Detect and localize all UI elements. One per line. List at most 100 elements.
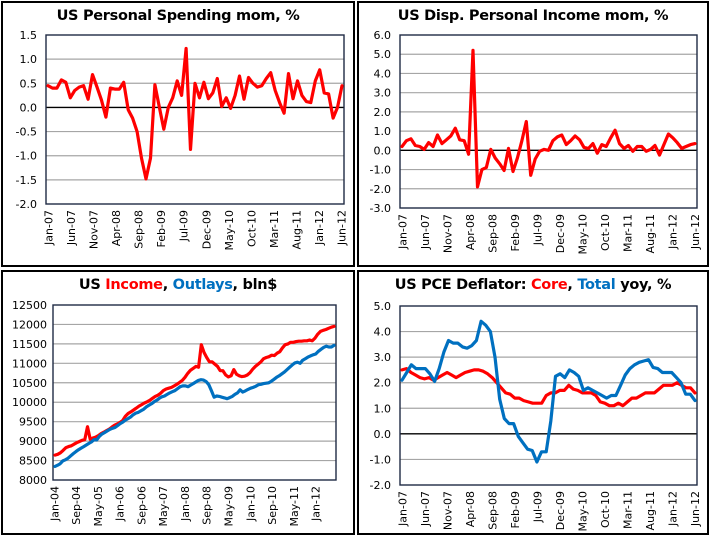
x-tick-label: Jan-12 bbox=[310, 486, 323, 522]
x-tick-label: Jan-07 bbox=[42, 210, 55, 246]
x-tick-label: Jan-12 bbox=[666, 491, 679, 527]
x-tick-label: Jun-12 bbox=[689, 214, 702, 250]
x-tick-label: Feb-09 bbox=[509, 214, 522, 251]
x-tick-label: Feb-09 bbox=[155, 210, 168, 247]
x-tick-label: Jan-12 bbox=[666, 214, 679, 250]
y-tick-label: 4.0 bbox=[374, 326, 392, 339]
chart-title: US Income, Outlays, bln$ bbox=[3, 277, 353, 293]
x-tick-label: Feb-09 bbox=[509, 491, 522, 528]
y-tick-label: -2.0 bbox=[370, 183, 391, 196]
y-tick-label: 3.0 bbox=[374, 87, 392, 100]
x-tick-label: Jan-08 bbox=[179, 486, 192, 522]
y-tick-label: 0.5 bbox=[20, 77, 38, 90]
series-line-disp-personal-income bbox=[400, 48, 697, 189]
x-tick-label: Oct-10 bbox=[599, 491, 612, 528]
x-tick-label: Sep-08 bbox=[133, 210, 146, 249]
x-tick-label: Sep-06 bbox=[135, 486, 148, 525]
title-part: , bbox=[567, 277, 578, 293]
x-tick-label: May-11 bbox=[288, 486, 301, 527]
y-tick-label: 5.0 bbox=[374, 48, 392, 61]
y-tick-label: 5.0 bbox=[374, 300, 392, 313]
x-tick-label: Sep-08 bbox=[486, 491, 499, 530]
x-tick-label: May-10 bbox=[576, 214, 589, 255]
series-line-total bbox=[400, 319, 697, 464]
y-tick-label: 11000 bbox=[12, 357, 47, 370]
y-tick-label: 1.0 bbox=[374, 125, 392, 138]
y-tick-label: 11500 bbox=[12, 338, 47, 351]
chart-svg: 5.0 4.0 3.0 2.0 1.0 0.0 -1.0 -2.0 Jan-07 Jun-07 No… bbox=[370, 300, 702, 532]
x-tick-label: Jul-09 bbox=[531, 491, 544, 523]
y-tick-label: 10500 bbox=[12, 377, 47, 390]
x-tick-label: Aug-11 bbox=[644, 214, 657, 253]
title-part-total: Total bbox=[577, 277, 616, 293]
x-tick-label: Apr-08 bbox=[464, 491, 477, 527]
y-tick-label: -0.5 bbox=[16, 126, 37, 139]
title-part-core: Core bbox=[530, 277, 568, 293]
title-part: yoy, % bbox=[615, 277, 672, 293]
x-tick-label: Jun-07 bbox=[419, 491, 432, 527]
x-tick-label: Nov-07 bbox=[441, 491, 454, 530]
y-tick-label: -2.0 bbox=[16, 198, 37, 211]
title-part: , bbox=[162, 277, 173, 293]
x-tick-label: Jan-07 bbox=[396, 491, 409, 527]
x-tick-label: Sep-04 bbox=[70, 486, 83, 525]
x-tick-label: May-10 bbox=[223, 210, 236, 251]
y-tick-label: 12500 bbox=[12, 299, 47, 312]
x-tick-label: Apr-08 bbox=[464, 214, 477, 250]
y-tick-label: 4.0 bbox=[374, 67, 392, 80]
chart-panel-income-outlays: US Income, Outlays, bln$ 12500 12000 11500… bbox=[1, 270, 355, 535]
plot-area-frame bbox=[399, 34, 698, 209]
y-tick-label: 1.5 bbox=[20, 29, 38, 42]
y-tick-label: 8500 bbox=[19, 455, 47, 468]
title-part: , bln$ bbox=[232, 277, 278, 293]
x-tick-label: Sep-08 bbox=[201, 486, 214, 525]
x-tick-label: Oct-10 bbox=[245, 210, 258, 247]
x-tick-label: May-07 bbox=[157, 486, 170, 527]
series-line-income bbox=[53, 324, 336, 457]
y-tick-label: -3.0 bbox=[370, 202, 391, 215]
x-tick-label: Mar-11 bbox=[621, 214, 634, 252]
gridlines bbox=[400, 330, 697, 461]
x-tick-label: Apr-08 bbox=[110, 210, 123, 246]
x-tick-label: Aug-11 bbox=[644, 491, 657, 530]
y-tick-label: -1.5 bbox=[16, 174, 37, 187]
x-tick-label: Jan-10 bbox=[244, 486, 257, 522]
chart-panel-personal-spending: US Personal Spending mom, % 1.5 1.0 0.5 0.0… bbox=[1, 1, 355, 267]
y-tick-label: -1.0 bbox=[16, 150, 37, 163]
x-tick-label: Mar-11 bbox=[268, 210, 281, 248]
x-tick-label: Nov-07 bbox=[441, 214, 454, 253]
series-line-outlays bbox=[53, 343, 336, 468]
chart-svg: 6.0 5.0 4.0 3.0 2.0 1.0 0.0 -1.0 -2.0 -3.0 Jan-07 J… bbox=[370, 29, 702, 255]
y-tick-label: 12000 bbox=[12, 318, 47, 331]
x-tick-label: Jun-12 bbox=[336, 210, 349, 246]
x-tick-label: Jan-07 bbox=[396, 214, 409, 250]
chart-title: US PCE Deflator: Core, Total yoy, % bbox=[359, 277, 707, 293]
x-tick-label: Mar-11 bbox=[621, 491, 634, 529]
y-tick-label: 0.0 bbox=[20, 101, 38, 114]
x-tick-label: May-05 bbox=[92, 486, 105, 527]
x-tick-label: May-10 bbox=[576, 491, 589, 532]
y-tick-label: 3.0 bbox=[374, 351, 392, 364]
x-tick-label: Jan-04 bbox=[48, 486, 61, 522]
x-tick-label: Jun-07 bbox=[419, 214, 432, 250]
title-part-outlays: Outlays bbox=[172, 277, 233, 293]
y-tick-label: 8000 bbox=[19, 474, 47, 487]
y-tick-label: 0.0 bbox=[374, 144, 392, 157]
chart-title: US Disp. Personal Income mom, % bbox=[397, 8, 669, 24]
chart-svg: 12500 12000 11500 11000 10500 10000 9500 9000 85… bbox=[12, 299, 337, 527]
chart-panel-disp-personal-income: US Disp. Personal Income mom, % 6.0 5.0 4.… bbox=[357, 1, 709, 267]
title-part-income: Income bbox=[105, 277, 163, 293]
x-tick-label: Sep-10 bbox=[266, 486, 279, 525]
y-tick-label: -1.0 bbox=[370, 453, 391, 466]
x-tick-label: May-09 bbox=[223, 486, 236, 527]
chart-svg: 1.5 1.0 0.5 0.0 -0.5 -1.0 -1.5 -2.0 Jan-07 Jun-07… bbox=[16, 29, 349, 251]
y-tick-label: 2.0 bbox=[374, 377, 392, 390]
y-tick-label: 6.0 bbox=[374, 29, 392, 42]
title-part: US PCE Deflator: bbox=[394, 277, 531, 293]
chart-panel-pce-deflator: US PCE Deflator: Core, Total yoy, % 5.0 4… bbox=[357, 270, 709, 535]
y-tick-label: 0.0 bbox=[374, 428, 392, 441]
y-tick-label: 10000 bbox=[12, 396, 47, 409]
y-tick-label: 1.0 bbox=[20, 53, 38, 66]
y-tick-label: 1.0 bbox=[374, 402, 392, 415]
series-line-personal-spending bbox=[46, 46, 344, 181]
